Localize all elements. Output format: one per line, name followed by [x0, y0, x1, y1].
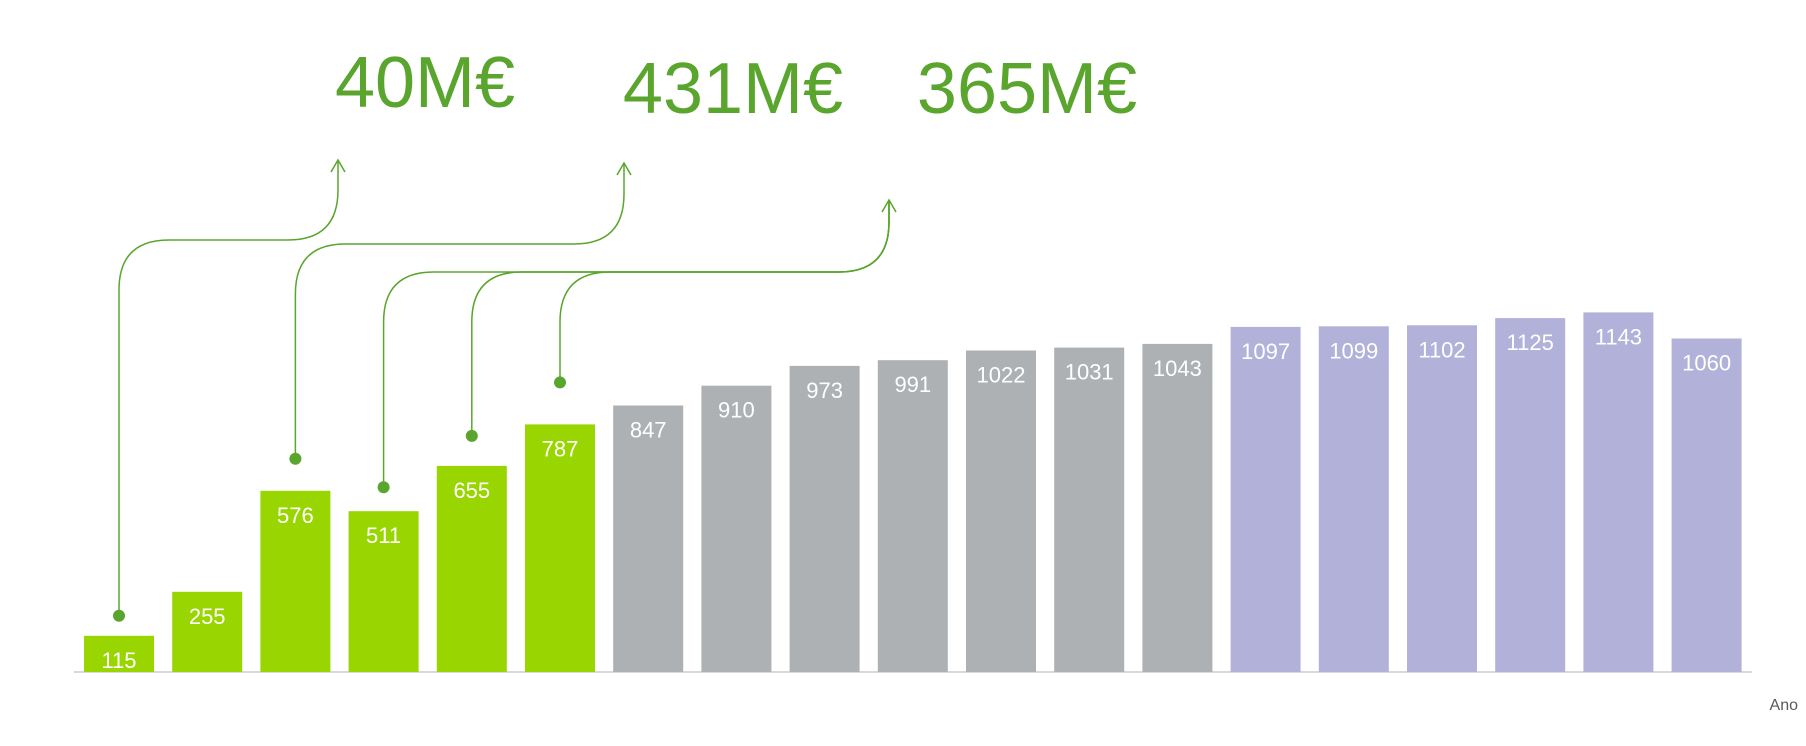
annotation-dot: [289, 452, 302, 465]
bar-9: [877, 360, 948, 672]
bar-12: [1142, 343, 1213, 672]
bar-value-label: 991: [894, 372, 931, 397]
annotation-dot: [465, 429, 478, 442]
bar-14: [1318, 326, 1389, 672]
bar-6: [613, 405, 684, 672]
bar-value-label: 1097: [1241, 339, 1290, 364]
bar-value-label: 655: [453, 478, 490, 503]
bar-value-label: 511: [366, 523, 401, 548]
bar-value-label: 910: [718, 398, 755, 423]
bar-value-label: 1031: [1065, 360, 1114, 385]
bar-10: [966, 350, 1036, 672]
bar-value-label: 973: [806, 378, 843, 403]
bar-value-label: 255: [189, 604, 226, 629]
bar-value-label: 1060: [1682, 351, 1731, 376]
bar-value-label: 1102: [1418, 337, 1465, 362]
bar-value-label: 1125: [1507, 330, 1554, 355]
bar-value-label: 847: [630, 418, 667, 443]
bar-value-label: 787: [542, 436, 579, 461]
annotation-connector: [294, 163, 625, 459]
bar-7: [701, 385, 772, 672]
annotations-group: 40M€ 431M€ 365M€: [113, 43, 1137, 622]
bar-13: [1230, 326, 1301, 672]
bar-11: [1054, 347, 1125, 672]
bar-8: [789, 365, 860, 672]
bar-2: [260, 490, 331, 672]
bar-3: [348, 511, 419, 672]
bar-1: [172, 591, 243, 672]
bar-value-label: 115: [101, 648, 136, 673]
bar-15: [1407, 325, 1477, 672]
bar-17: [1583, 312, 1654, 672]
bar-18: [1671, 338, 1742, 672]
annotation-dot: [113, 609, 125, 622]
bar-5: [525, 424, 595, 672]
annotation-connector: [559, 200, 890, 383]
bars-group: 115 255 576 511 655 787 847 910 973 991 1022 1031 10…: [84, 312, 1742, 673]
x-axis-label: Ano: [1770, 697, 1799, 714]
bar-4: [436, 465, 507, 672]
annotation-dot: [377, 481, 390, 494]
bar-value-label: 1022: [977, 363, 1026, 388]
bar-0: [84, 635, 154, 672]
bar-value-label: 1143: [1595, 324, 1642, 349]
annotation-dot: [554, 376, 566, 389]
annotation-label: 431M€: [623, 49, 843, 129]
bar-value-label: 1043: [1153, 356, 1202, 381]
bar-16: [1495, 318, 1566, 672]
annotation-label: 365M€: [917, 49, 1137, 129]
bar-value-label: 576: [277, 503, 314, 528]
bar-value-label: 1099: [1329, 338, 1378, 363]
annotation-label: 40M€: [335, 43, 515, 123]
annotation-connector: [118, 160, 339, 616]
